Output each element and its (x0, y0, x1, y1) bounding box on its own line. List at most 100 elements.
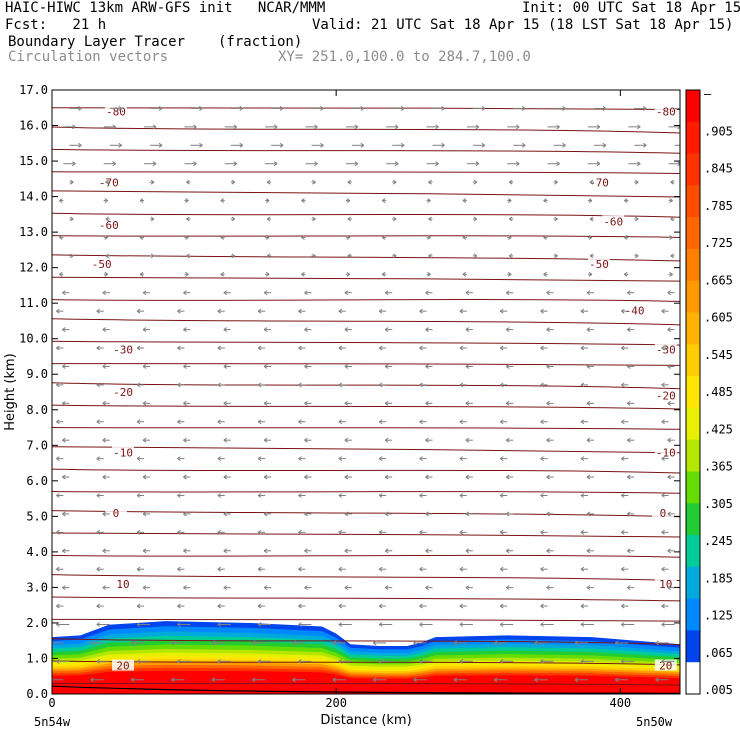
circulation-vector (472, 106, 486, 111)
circulation-vector (465, 364, 473, 369)
circulation-vector (102, 548, 110, 554)
vector-label: Circulation vectors (8, 49, 169, 65)
circulation-vector (62, 290, 70, 296)
y-tick-label: 14.0 (19, 190, 48, 204)
circulation-vector (589, 179, 594, 185)
circulation-vector (546, 548, 554, 554)
circulation-vector (499, 529, 508, 535)
y-tick-label: 17.0 (19, 83, 48, 97)
contour-label-bg (654, 577, 677, 589)
circulation-vector (142, 327, 151, 333)
circulation-vector (103, 124, 116, 130)
circulation-vector (580, 603, 588, 609)
circulation-vector (426, 235, 431, 240)
x-end-location: 5n50w (636, 715, 673, 729)
valid-time: Valid: 21 UTC Sat 18 Apr 15 (18 LST Sat … (312, 17, 734, 33)
circulation-vector (184, 161, 197, 167)
circulation-vector (419, 529, 427, 535)
colorbar-label: .125 (704, 609, 733, 623)
circulation-vector (105, 253, 110, 259)
circulation-vector (540, 622, 554, 627)
circulation-vector (298, 493, 306, 498)
circulation-vector (627, 327, 635, 333)
circulation-vector (540, 382, 548, 388)
circulation-vector (586, 585, 594, 591)
circulation-vector (465, 437, 473, 443)
x-axis-label: Distance (km) (320, 713, 411, 728)
circulation-vector (459, 493, 467, 498)
circulation-vector (615, 677, 629, 683)
circulation-vector (257, 603, 266, 609)
circulation-vector (251, 677, 266, 683)
circulation-vector (177, 529, 185, 535)
contour-label: 0 (660, 507, 667, 520)
circulation-vector (344, 474, 352, 480)
circulation-vector (419, 419, 427, 425)
temperature-contour (52, 682, 680, 686)
circulation-vector (338, 529, 346, 535)
circulation-vector (102, 585, 110, 591)
colorbar-swatch (686, 535, 700, 568)
circulation-vector (96, 622, 110, 627)
circulation-vector (56, 603, 64, 609)
colorbar-swatch (686, 439, 700, 472)
circulation-vector (505, 327, 514, 333)
field-name: Boundary Layer Tracer (8, 34, 186, 50)
circulation-vector (223, 548, 231, 554)
field-units: (fraction) (218, 34, 303, 50)
contour-label-bg (97, 219, 120, 231)
circulation-vector (540, 603, 548, 609)
temperature-contour (52, 490, 680, 494)
circulation-vector (534, 640, 548, 646)
circulation-vector (580, 658, 594, 664)
circulation-vector (183, 400, 191, 406)
circulation-vector (183, 437, 191, 443)
circulation-vector (386, 161, 399, 167)
circulation-vector (171, 677, 185, 683)
contour-label: -20 (656, 390, 676, 403)
circulation-vector (505, 437, 514, 443)
circulation-vector (56, 382, 64, 388)
circulation-vector (661, 529, 669, 535)
circulation-vector (298, 308, 306, 314)
circulation-vector (580, 308, 588, 314)
circulation-vector (332, 677, 346, 683)
circulation-vector (177, 419, 185, 425)
circulation-vector (130, 677, 145, 683)
circulation-vector (462, 271, 467, 277)
circulation-vector (465, 474, 473, 480)
circulation-vector (142, 400, 151, 406)
temperature-contour (52, 574, 680, 582)
colorbar-swatch (686, 121, 700, 155)
circulation-vector (384, 474, 393, 480)
circulation-vector (419, 658, 433, 664)
circulation-vector (593, 142, 607, 148)
circulation-vector (425, 511, 433, 517)
circulation-vector (587, 124, 601, 130)
circulation-vector (130, 640, 145, 646)
circulation-vector (263, 327, 272, 333)
temperature-contour (52, 510, 680, 518)
circulation-vector (265, 124, 278, 130)
contour-label: -20 (113, 386, 133, 399)
circulation-vector (667, 364, 675, 369)
cross-section-endpoints: XY= 251.0,100.0 to 284.7,100.0 (278, 49, 531, 65)
circulation-vector (266, 216, 272, 222)
circulation-vector (615, 640, 629, 646)
circulation-vector (211, 640, 225, 646)
circulation-vector (223, 511, 231, 517)
circulation-vector (186, 216, 191, 222)
circulation-vector (266, 253, 272, 259)
circulation-vector (426, 124, 439, 130)
circulation-vector (338, 382, 346, 388)
circulation-vector (217, 658, 231, 664)
colorbar-swatch (686, 503, 700, 536)
y-tick-label: 3.0 (26, 580, 48, 594)
circulation-vector (305, 161, 318, 167)
circulation-vector (183, 364, 191, 369)
circulation-vector (292, 677, 306, 683)
circulation-vector (553, 253, 558, 259)
circulation-vector (102, 474, 110, 480)
colorbar-swatch (686, 217, 700, 250)
circulation-vector (381, 235, 387, 240)
